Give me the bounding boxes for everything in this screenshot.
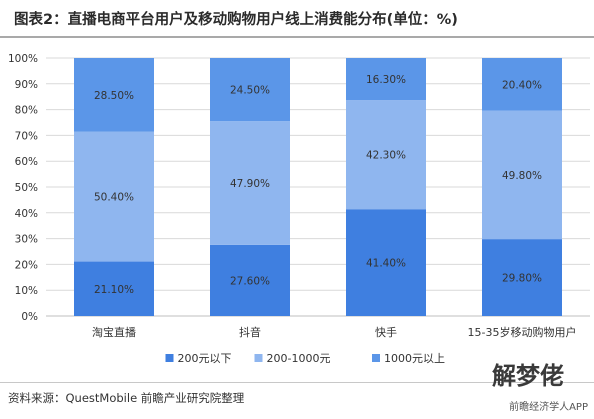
- stacked-bar-chart: 0% 10% 20% 30% 40% 50% 60% 70% 80% 90% 100% 21.10% 5…: [8, 53, 590, 365]
- data-label: 28.50%: [94, 90, 134, 102]
- data-label: 27.60%: [230, 275, 270, 287]
- bar-segment: [210, 244, 290, 316]
- bar-segment: [74, 58, 154, 132]
- y-tick-label: 90%: [15, 79, 38, 91]
- legend-swatch: [372, 354, 380, 362]
- legend-label: 200-1000元: [267, 352, 331, 365]
- bar-segment: [482, 58, 562, 111]
- title-divider: [0, 36, 594, 38]
- y-tick-label: 10%: [15, 285, 38, 297]
- data-label: 49.80%: [502, 170, 542, 182]
- bar-segment: [482, 110, 562, 240]
- data-label: 20.40%: [502, 79, 542, 91]
- bar-segment: [74, 261, 154, 316]
- data-label: 41.40%: [366, 258, 406, 270]
- y-tick-label: 50%: [15, 182, 38, 194]
- y-tick-label: 0%: [21, 311, 38, 323]
- x-tick-label: 抖音: [239, 325, 261, 339]
- source-note: 资料来源：QuestMobile 前瞻产业研究院整理: [8, 391, 245, 405]
- chart-title: 图表2：直播电商平台用户及移动购物用户线上消费能分布(单位：%): [14, 12, 458, 28]
- bar-segment: [74, 131, 154, 262]
- x-tick-label: 淘宝直播: [92, 325, 136, 339]
- legend-label: 1000元以上: [384, 352, 445, 365]
- bar-segment: [346, 209, 426, 316]
- data-label: 21.10%: [94, 284, 134, 296]
- bar-segment: [346, 58, 426, 101]
- y-tick-label: 70%: [15, 130, 38, 142]
- data-label: 50.40%: [94, 192, 134, 204]
- chart-area: 0% 10% 20% 30% 40% 50% 60% 70% 80% 90% 100% 21.10% 5…: [0, 44, 594, 378]
- data-label: 29.80%: [502, 273, 542, 285]
- x-tick-label: 快手: [375, 325, 397, 339]
- y-tick-label: 30%: [15, 234, 38, 246]
- bar-segment: [210, 58, 290, 122]
- bar-segment: [482, 239, 562, 316]
- y-tick-label: 80%: [15, 105, 38, 117]
- data-label: 47.90%: [230, 178, 270, 190]
- data-label: 24.50%: [230, 85, 270, 97]
- bar-segment: [346, 100, 426, 210]
- source-divider: [0, 382, 594, 383]
- watermark-site: 前瞻经济学人APP: [509, 402, 588, 413]
- watermark-logo: 解梦佬: [492, 362, 564, 390]
- x-tick-label: 15-35岁移动购物用户: [468, 325, 577, 339]
- data-label: 16.30%: [366, 74, 406, 86]
- bar-segment: [210, 121, 290, 245]
- y-tick-label: 20%: [15, 259, 38, 271]
- y-tick-label: 100%: [8, 53, 38, 65]
- legend-swatch: [165, 354, 174, 362]
- data-label: 42.30%: [366, 150, 406, 162]
- legend-swatch: [254, 354, 263, 362]
- y-tick-label: 60%: [15, 156, 38, 168]
- legend-label: 200元以下: [178, 352, 232, 365]
- y-tick-label: 40%: [15, 208, 38, 220]
